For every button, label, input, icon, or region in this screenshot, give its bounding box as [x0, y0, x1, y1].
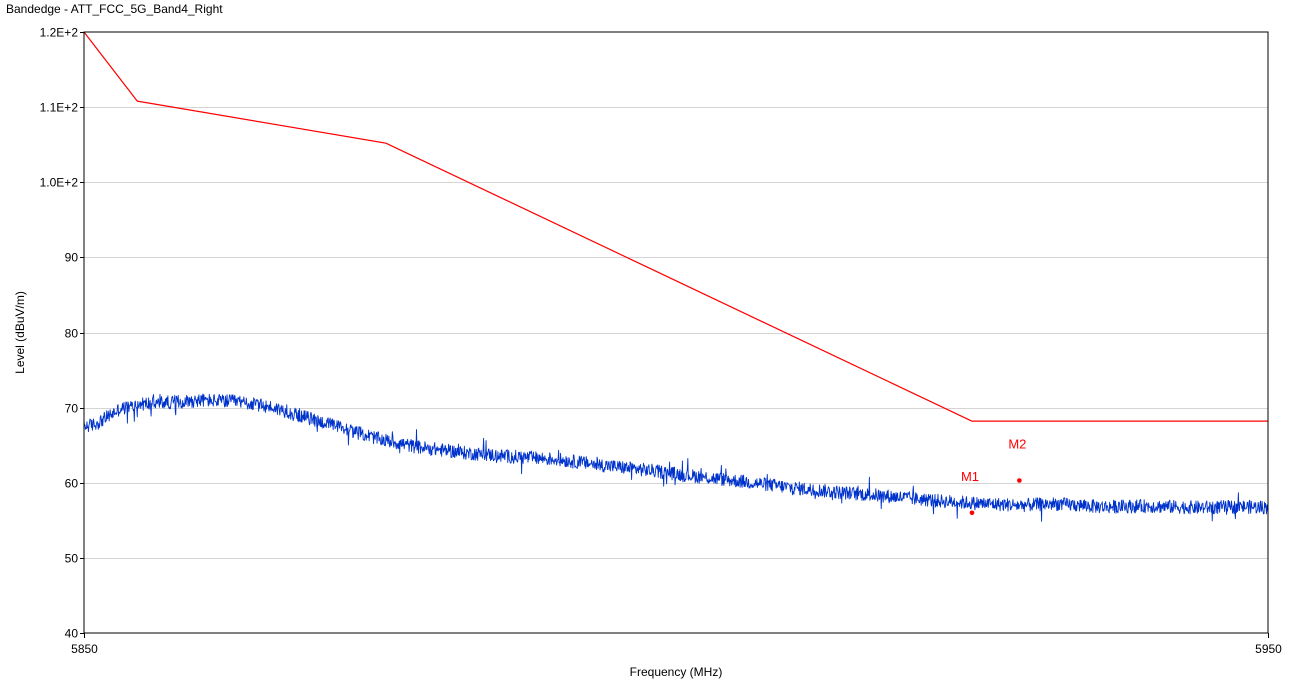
y-tick-label: 40 [65, 627, 79, 641]
series-layer [84, 32, 1268, 522]
x-tick-label: 5950 [1255, 642, 1282, 656]
y-axis-label: Level (dBuV/m) [13, 291, 27, 374]
marker-layer: M1 M2 [961, 436, 1026, 516]
y-tick-label: 1.2E+2 [40, 26, 79, 40]
marker-label-m1: M1 [961, 469, 979, 484]
marker-point-m1 [969, 510, 975, 516]
limit-line [84, 32, 1268, 422]
measurement-trace [84, 393, 1268, 522]
tick-layer: 40 50 60 70 80 90 1.0E+2 1.1E+2 1.2E+2 5850 5950 [40, 26, 1283, 657]
x-axis-label: Frequency (MHz) [630, 665, 723, 679]
chart-title: Bandedge - ATT_FCC_5G_Band4_Right [6, 2, 223, 16]
y-tick-label: 1.1E+2 [40, 101, 79, 115]
y-tick-label: 60 [65, 477, 79, 491]
y-tick-label: 50 [65, 552, 79, 566]
y-tick-label: 90 [65, 251, 79, 265]
marker-label-m2: M2 [1008, 436, 1026, 451]
plot-area-frame [83, 31, 1269, 634]
y-tick-label: 1.0E+2 [40, 176, 79, 190]
marker-point-m2 [1017, 478, 1022, 483]
grid-layer [84, 107, 1268, 559]
y-tick-label: 80 [65, 327, 79, 341]
x-tick-label: 5850 [71, 642, 98, 656]
y-tick-label: 70 [65, 402, 79, 416]
